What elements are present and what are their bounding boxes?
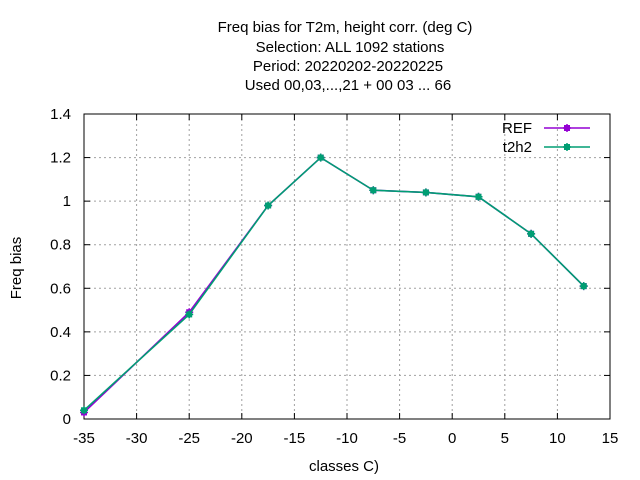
data-point-t2h2 [527, 229, 536, 238]
data-point-t2h2 [264, 201, 273, 210]
data-point-t2h2 [421, 188, 430, 197]
y-tick-label: 1 [63, 193, 71, 210]
y-tick-label: 0.6 [50, 280, 71, 297]
x-tick-label: -30 [126, 430, 148, 447]
title-line-4: Used 00,03,...,21 + 00 03 ... 66 [245, 77, 451, 94]
x-tick-label: 15 [602, 430, 619, 447]
data-point-t2h2 [80, 406, 88, 415]
y-tick-label: 1.4 [50, 106, 71, 123]
x-tick-label: -20 [231, 430, 253, 447]
legend-marker [563, 143, 571, 151]
series-line-REF [83, 156, 585, 414]
x-tick-label: -5 [393, 430, 406, 447]
y-tick-label: 0.4 [50, 324, 71, 341]
x-tick-label: 10 [549, 430, 566, 447]
x-tick-label: -10 [336, 430, 358, 447]
y-tick-label: 0 [63, 411, 71, 428]
title-line-2: Selection: ALL 1092 stations [256, 39, 445, 56]
data-point-t2h2 [579, 282, 588, 291]
x-tick-label: -35 [73, 430, 95, 447]
legend-label: REF [502, 120, 532, 137]
data-series [80, 153, 588, 417]
y-axis-label: Freq bias [8, 237, 25, 300]
x-tick-label: -15 [284, 430, 306, 447]
chart-title: Freq bias for T2m, height corr. (deg C) … [218, 19, 473, 94]
y-tick-label: 0.8 [50, 237, 71, 254]
data-point-t2h2 [316, 153, 325, 162]
legend-marker [563, 124, 571, 132]
data-point-t2h2 [369, 186, 378, 195]
title-line-1: Freq bias for T2m, height corr. (deg C) [218, 19, 473, 36]
series-line-t2h2 [83, 156, 585, 411]
y-tick-label: 0.2 [50, 367, 71, 384]
x-axis-label: classes C) [309, 458, 379, 475]
legend: REF t2h2 [502, 120, 590, 156]
data-point-t2h2 [474, 192, 483, 201]
grid [84, 114, 610, 419]
x-tick-label: -25 [178, 430, 200, 447]
y-tick-labels: 0 0.2 0.4 0.6 0.8 1 1.2 1.4 [50, 106, 71, 428]
data-point-t2h2 [185, 310, 194, 319]
plot-frame [83, 113, 611, 420]
x-tick-label: 0 [448, 430, 456, 447]
x-tick-labels: -35 -30 -25 -20 -15 -10 -5 0 5 10 15 [73, 430, 618, 447]
y-tick-label: 1.2 [50, 150, 71, 167]
legend-label: t2h2 [503, 139, 532, 156]
x-tick-label: 5 [501, 430, 509, 447]
title-line-3: Period: 20220202-20220225 [253, 58, 443, 75]
